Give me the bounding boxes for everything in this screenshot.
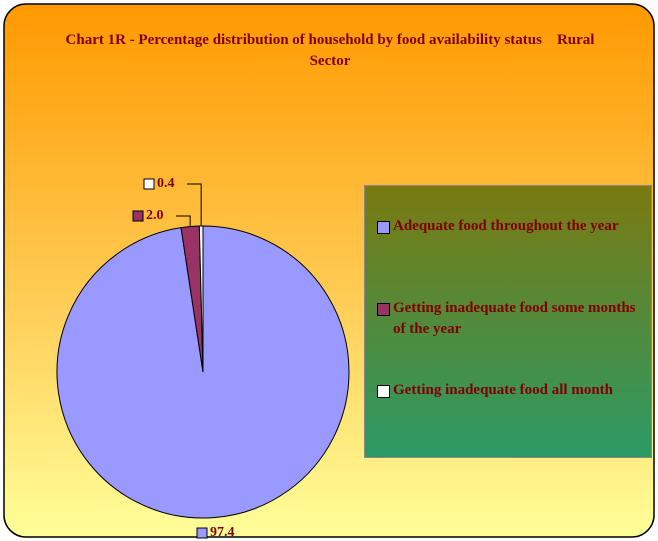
- data-label: 0.4: [157, 176, 175, 191]
- legend-entry: Getting inadequate food some months of t…: [377, 298, 645, 380]
- legend-label: Getting inadequate food some months of t…: [393, 300, 636, 337]
- legend-box: [364, 185, 652, 458]
- legend-entry: Getting inadequate food all month: [377, 380, 645, 462]
- pie: [56, 225, 350, 519]
- legend-swatch: [377, 303, 390, 316]
- label-swatch: [143, 178, 155, 190]
- legend-entry: Adequate food throughout the year: [377, 216, 645, 298]
- label-swatch: [132, 210, 144, 222]
- legend: Adequate food throughout the year Getting…: [365, 186, 651, 457]
- data-label: 97.4: [210, 525, 235, 540]
- legend-label: Getting inadequate food all month: [393, 382, 614, 398]
- data-label: 2.0: [146, 208, 164, 223]
- legend-swatch: [377, 221, 390, 234]
- leader-line: [187, 183, 202, 227]
- legend-swatch: [377, 385, 390, 398]
- legend-label: Adequate food throughout the year: [393, 218, 619, 234]
- leader-line: [176, 215, 191, 227]
- label-swatch: [196, 527, 208, 539]
- chart-title: Chart 1R - Percentage distribution of ho…: [65, 32, 599, 69]
